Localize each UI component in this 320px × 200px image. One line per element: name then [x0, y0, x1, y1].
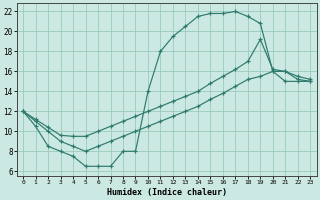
X-axis label: Humidex (Indice chaleur): Humidex (Indice chaleur) [107, 188, 227, 197]
